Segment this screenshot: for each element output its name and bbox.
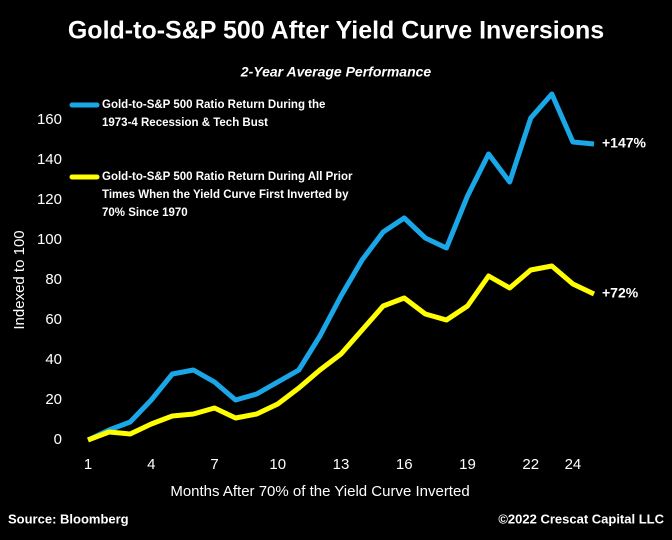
- x-tick-label: 1: [84, 456, 92, 473]
- y-tick-label: 160: [37, 111, 62, 128]
- y-tick-label: 60: [45, 311, 62, 328]
- legend-label: Gold-to-S&P 500 Ratio Return During All …: [102, 171, 353, 219]
- x-tick-label: 13: [333, 456, 350, 473]
- x-axis-label: Months After 70% of the Yield Curve Inve…: [170, 483, 469, 500]
- chart-subtitle: 2-Year Average Performance: [240, 64, 432, 80]
- x-tick-label: 10: [269, 456, 286, 473]
- x-tick-label: 22: [522, 456, 539, 473]
- y-tick-label: 80: [45, 271, 62, 288]
- y-tick-label: 140: [37, 151, 62, 168]
- y-tick-label: 100: [37, 231, 62, 248]
- end-label: +147%: [602, 135, 647, 151]
- x-tick-label: 24: [565, 456, 582, 473]
- x-tick-label: 16: [396, 456, 413, 473]
- legend-label: Gold-to-S&P 500 Ratio Return During the 1…: [102, 99, 325, 129]
- y-axis-label: Indexed to 100: [11, 230, 28, 329]
- series-line: [86, 91, 595, 443]
- credit: ©2022 Crescat Capital LLC: [498, 511, 664, 526]
- series-line: [87, 263, 596, 443]
- y-tick-label: 40: [45, 351, 62, 368]
- x-tick-label: 4: [147, 456, 155, 473]
- x-tick-label: 7: [210, 456, 218, 473]
- source: Source: Bloomberg: [8, 511, 129, 526]
- y-tick-label: 20: [45, 391, 62, 408]
- end-label: +72%: [602, 285, 639, 301]
- chart-title: Gold-to-S&P 500 After Yield Curve Invers…: [68, 17, 604, 45]
- x-tick-label: 19: [459, 456, 476, 473]
- y-tick-label: 120: [37, 191, 62, 208]
- y-tick-label: 0: [54, 431, 62, 448]
